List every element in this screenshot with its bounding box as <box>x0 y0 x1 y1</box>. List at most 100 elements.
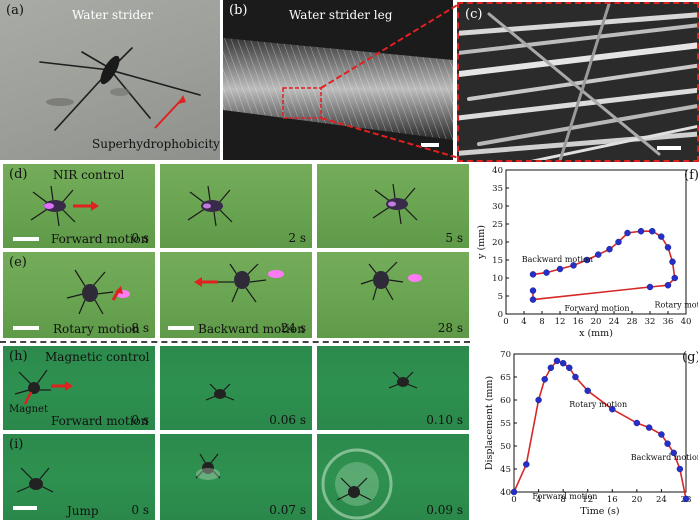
timestamp: 0 s <box>131 413 149 427</box>
y-tick-label: 30 <box>492 202 503 212</box>
chart-annotation: Rotary motion <box>569 400 627 409</box>
data-point <box>682 495 690 503</box>
data-point <box>645 424 653 431</box>
y-tick-label: 55 <box>500 419 511 429</box>
data-point <box>553 357 561 365</box>
data-point <box>664 244 672 251</box>
timestamp: 0.09 s <box>426 503 463 517</box>
magnet-label: Magnet <box>9 404 48 415</box>
y-tick-label: 5 <box>498 292 503 302</box>
y-tick-label: 65 <box>500 373 511 383</box>
timestamp: 24 s <box>280 321 306 335</box>
x-tick-label: 12 <box>582 495 593 505</box>
timestamp: 0 s <box>131 231 149 245</box>
rotary-motion-caption: Rotary motion <box>53 322 140 336</box>
panel-h-frame-3: 0.10 s <box>317 346 469 430</box>
panel-a-water-strider-photo: (a) Water strider Superhydrophobicity <box>0 0 220 160</box>
panel-c-hair-closeup: (c) <box>457 2 699 162</box>
data-point <box>615 238 622 246</box>
y-tick-label: 70 <box>500 350 511 360</box>
x-tick-label: 24 <box>609 317 620 327</box>
y-tick-label: 25 <box>492 220 503 230</box>
panel-d-frame-2: 2 s <box>160 164 312 248</box>
timestamp: 0.07 s <box>269 503 306 517</box>
data-point <box>559 359 567 367</box>
data-point <box>609 405 616 413</box>
panel-b-leg-micrograph: (b) Water strider leg <box>223 0 453 160</box>
timestamp: 0 s <box>131 503 149 517</box>
data-point <box>535 396 542 404</box>
data-point <box>649 227 656 235</box>
data-point <box>606 245 613 253</box>
panel-i-frame-2: 0.07 s <box>160 434 312 520</box>
data-point <box>646 283 654 291</box>
y-tick-label: 15 <box>492 256 503 266</box>
timestamp: 0.06 s <box>269 413 306 427</box>
zoom-connector-lines <box>320 3 460 159</box>
y-tick-label: 60 <box>500 396 511 406</box>
data-point <box>676 465 684 473</box>
data-point <box>510 488 518 496</box>
x-tick-label: 32 <box>645 317 656 327</box>
x-tick-label: 4 <box>536 495 541 505</box>
magnetic-control-title: Magnetic control <box>45 350 150 364</box>
data-point <box>541 376 548 383</box>
superhydrophobicity-annotation: Superhydrophobicity <box>92 137 220 151</box>
y-tick-label: 20 <box>492 238 503 248</box>
chart-annotation: Backward motion <box>631 453 698 462</box>
x-tick-label: 28 <box>627 317 638 327</box>
data-point <box>658 431 665 438</box>
y-tick-label: 10 <box>492 274 503 284</box>
panel-h-label: (h) <box>9 349 28 364</box>
forward-motion-caption: Forward motion <box>51 414 149 428</box>
series-line <box>513 359 687 500</box>
x-tick-label: 40 <box>681 317 692 327</box>
timestamp: 5 s <box>445 231 463 245</box>
panel-a-label: (a) <box>6 3 24 18</box>
backward-motion-caption: Backward motion <box>198 322 305 336</box>
y-axis-label: y (mm) <box>476 225 487 260</box>
y-tick-label: 0 <box>498 310 503 320</box>
robot-strider-icon <box>13 269 130 330</box>
chart-g-svg: 048121620242840455055606570Time (s)Displ… <box>484 350 698 517</box>
data-point <box>670 449 677 457</box>
panel-i-frame-1: (i) Jump 0 s <box>3 434 155 520</box>
data-point <box>572 373 579 381</box>
robot-strider-icon <box>14 369 73 405</box>
chart-annotation: Forward motion <box>532 492 597 501</box>
data-point <box>583 256 591 264</box>
jump-caption: Jump <box>67 504 99 518</box>
y-tick-label: 35 <box>492 184 503 194</box>
data-point <box>595 251 602 258</box>
panel-d-label: (d) <box>9 167 28 182</box>
robot-strider-icon <box>321 448 393 520</box>
y-axis-label: Displacement (mm) <box>484 376 495 470</box>
data-point <box>664 440 671 447</box>
data-point <box>671 274 678 282</box>
timestamp: 8 s <box>131 321 149 335</box>
timestamp: 0.10 s <box>426 413 463 427</box>
chart-annotation: Forward motion <box>565 304 630 313</box>
data-point <box>547 364 555 372</box>
x-tick-label: 36 <box>663 317 674 327</box>
data-point <box>637 227 645 235</box>
chart-annotation: Rotary motion <box>655 301 699 310</box>
leg-hair-texture <box>223 38 453 147</box>
data-point <box>633 419 641 427</box>
x-tick-label: 12 <box>555 317 566 327</box>
microsetae-texture <box>459 4 697 160</box>
data-point <box>658 233 665 240</box>
data-point <box>669 258 676 266</box>
panel-c-label: (c) <box>465 7 483 22</box>
y-tick-label: 40 <box>492 166 503 176</box>
x-tick-label: 8 <box>560 495 565 505</box>
robot-strider-icon <box>195 453 221 480</box>
data-point <box>529 271 537 278</box>
panel-e-frame-2: Backward motion 24 s <box>160 252 312 338</box>
x-tick-label: 8 <box>539 317 544 327</box>
x-tick-label: 4 <box>521 317 526 327</box>
y-tick-label: 45 <box>500 465 511 475</box>
panel-a-title: Water strider <box>72 8 153 22</box>
robot-strider-icon <box>372 183 418 225</box>
data-point <box>570 262 577 269</box>
